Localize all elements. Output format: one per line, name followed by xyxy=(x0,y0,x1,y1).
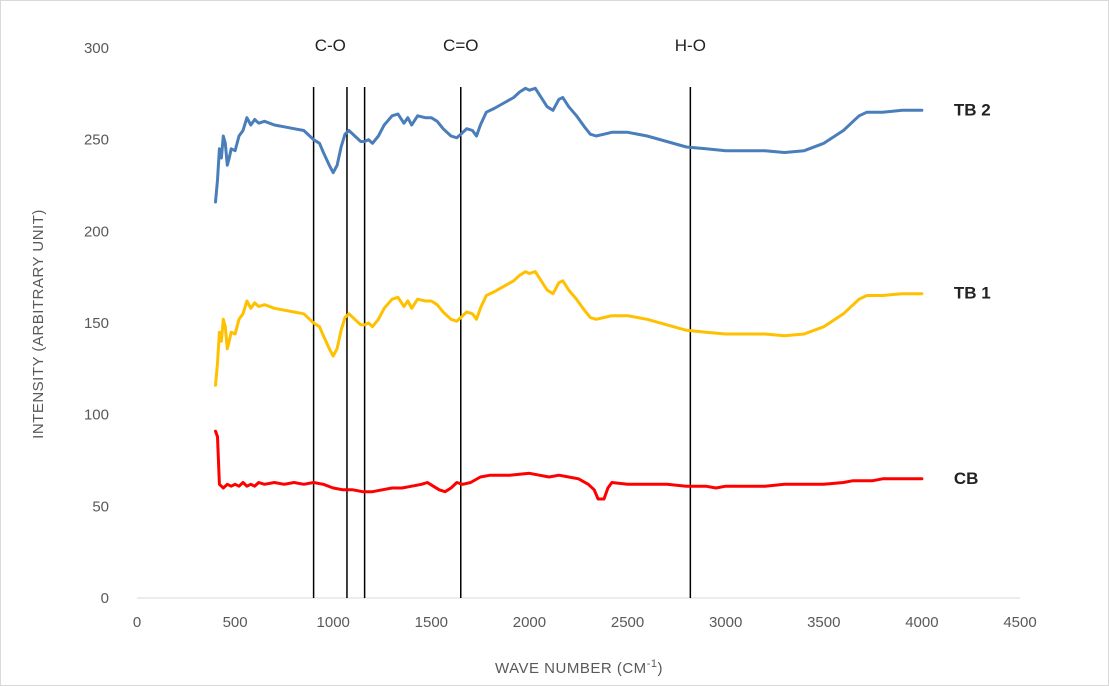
x-axis-title-main: WAVE NUMBER (CM xyxy=(495,660,647,677)
series-label: TB 1 xyxy=(954,284,991,303)
x-tick-label: 3500 xyxy=(807,614,840,631)
x-tick-label: 1500 xyxy=(415,614,448,631)
y-tick-label: 50 xyxy=(92,498,109,515)
series-label: CB xyxy=(954,469,979,488)
x-tick-label: 2500 xyxy=(611,614,644,631)
x-tick-label: 2000 xyxy=(513,614,546,631)
x-axis-title: WAVE NUMBER (CM-1) xyxy=(495,658,663,677)
y-tick-label: 200 xyxy=(84,223,109,240)
y-tick-label: 100 xyxy=(84,407,109,424)
band-label: C-O xyxy=(315,36,346,55)
series-line xyxy=(214,86,924,204)
series-line xyxy=(214,429,924,501)
series-line xyxy=(214,270,924,387)
x-tick-label: 4500 xyxy=(1003,614,1036,631)
y-tick-label: 150 xyxy=(84,315,109,332)
x-axis-title-suffix: ) xyxy=(657,660,663,677)
x-tick-label: 1000 xyxy=(317,614,350,631)
y-axis-title: INTENSITY (ARBITRARY UNIT) xyxy=(30,209,47,439)
y-tick-label: 0 xyxy=(101,590,109,607)
x-tick-label: 0 xyxy=(133,614,141,631)
band-label: H-O xyxy=(675,36,706,55)
x-axis-title-superscript: -1 xyxy=(647,658,658,670)
y-tick-label: 300 xyxy=(84,40,109,57)
x-tick-label: 500 xyxy=(223,614,248,631)
series-label: TB 2 xyxy=(954,100,991,119)
band-label: C=O xyxy=(443,36,478,55)
x-tick-label: 4000 xyxy=(905,614,938,631)
y-tick-label: 250 xyxy=(84,132,109,149)
x-tick-label: 3000 xyxy=(709,614,742,631)
